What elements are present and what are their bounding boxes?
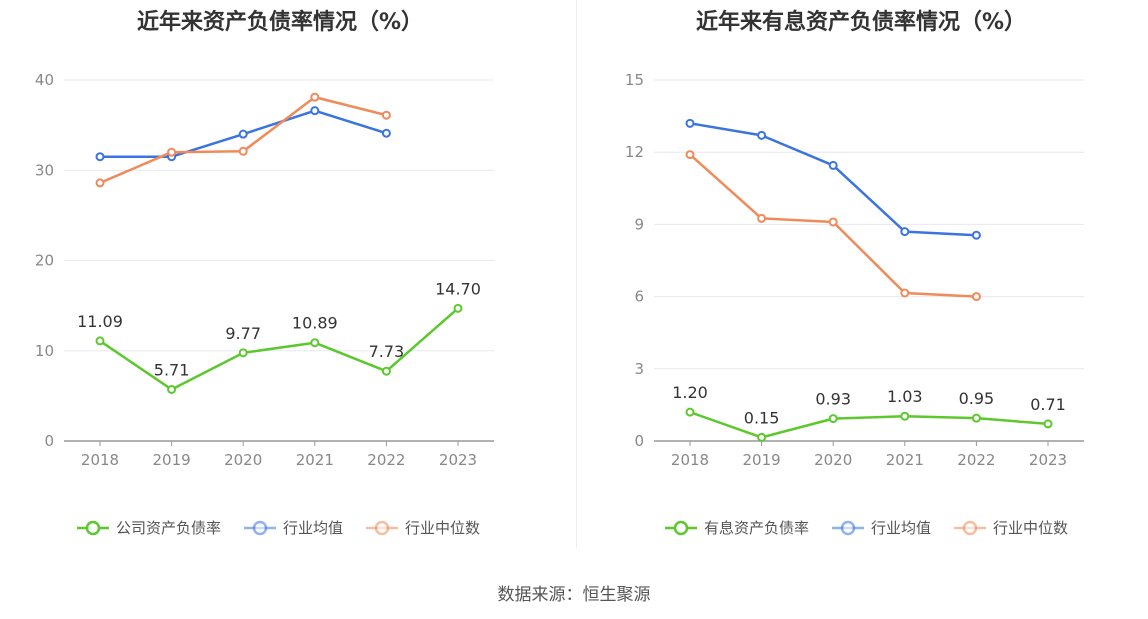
left-x-tick-label: 2020 xyxy=(224,451,262,469)
left-data-label: 5.71 xyxy=(154,360,190,379)
left-data-point xyxy=(95,336,105,346)
right-data-label: 0.71 xyxy=(1030,395,1066,414)
right-data-point xyxy=(828,160,838,170)
left-series-line-0 xyxy=(99,307,459,391)
left-data-point xyxy=(95,178,105,188)
left-data-point xyxy=(381,110,391,120)
right-legend-item-0[interactable]: 有息资产负债率 xyxy=(664,517,809,538)
left-data-point xyxy=(95,152,105,162)
right-data-point xyxy=(900,288,910,298)
left-data-label: 10.89 xyxy=(292,314,338,333)
right-data-point xyxy=(900,411,910,421)
right-x-tick-label: 2021 xyxy=(886,451,924,469)
right-series-line-0 xyxy=(689,410,1049,439)
left-x-tick-label: 2021 xyxy=(296,451,334,469)
right-y-tick-label: 6 xyxy=(634,288,644,306)
left-legend-item-0[interactable]: 公司资产负债率 xyxy=(76,517,221,538)
left-data-point xyxy=(453,303,463,313)
left-y-tick-label: 10 xyxy=(35,342,54,360)
left-x-tick-label: 2022 xyxy=(367,451,405,469)
left-legend-item-1[interactable]: 行业均值 xyxy=(243,517,343,538)
interest-debt-ratio-chart: 0 3 6 9 12 15 2018 2019 2020 2021 2022 2023 1.20 0.15… xyxy=(625,71,1084,469)
right-data-point xyxy=(828,414,838,424)
legend-line-circle-icon xyxy=(366,520,399,535)
left-x-tick-label: 2019 xyxy=(153,451,191,469)
chart-title-right: 近年来有息资产负债率情况（%） xyxy=(695,10,1027,35)
right-data-point xyxy=(828,217,838,227)
left-data-point xyxy=(310,92,320,102)
right-y-tick-label: 9 xyxy=(634,215,644,233)
left-legend-label: 行业均值 xyxy=(283,519,344,537)
chart-title-left: 近年来资产负债率情况（%） xyxy=(136,10,424,35)
right-x-tick-label: 2022 xyxy=(957,451,995,469)
left-data-point xyxy=(310,338,320,348)
left-data-point xyxy=(167,384,177,394)
right-y-tick-label: 3 xyxy=(634,360,644,378)
legend-right: 有息资产负债率 行业均值 行业中位数 xyxy=(664,517,1090,538)
left-data-label: 9.77 xyxy=(225,324,261,343)
right-y-tick-label: 15 xyxy=(625,71,644,89)
right-legend-item-2[interactable]: 行业中位数 xyxy=(953,517,1068,538)
legend-line-circle-icon xyxy=(954,520,987,535)
right-legend-label: 有息资产负债率 xyxy=(704,519,810,537)
left-y-tick-label: 40 xyxy=(35,71,54,89)
right-y-tick-label: 0 xyxy=(634,432,644,450)
right-x-tick-label: 2020 xyxy=(814,451,852,469)
right-data-label: 0.15 xyxy=(744,408,780,427)
left-data-point xyxy=(381,128,391,138)
right-data-point xyxy=(685,150,695,160)
legend-line-circle-icon xyxy=(77,520,109,535)
left-data-label: 7.73 xyxy=(369,342,405,361)
left-data-point xyxy=(238,348,248,358)
right-data-label: 1.20 xyxy=(672,383,708,402)
left-data-point xyxy=(167,147,177,157)
right-data-point xyxy=(757,213,767,223)
left-data-point xyxy=(310,106,320,116)
data-source: 数据来源：恒生聚源 xyxy=(497,585,651,605)
left-legend-label: 行业中位数 xyxy=(405,519,481,537)
legend-line-circle-icon xyxy=(244,520,277,535)
right-data-point xyxy=(1043,419,1053,429)
right-data-point xyxy=(685,407,695,417)
right-data-point xyxy=(900,227,910,237)
right-y-tick-label: 12 xyxy=(625,143,644,161)
left-data-point xyxy=(381,366,391,376)
left-data-label: 14.70 xyxy=(435,279,481,298)
right-data-label: 0.95 xyxy=(959,389,995,408)
right-legend-label: 行业中位数 xyxy=(993,519,1069,537)
right-data-point xyxy=(971,292,981,302)
right-data-label: 0.93 xyxy=(815,390,851,409)
left-x-tick-label: 2023 xyxy=(439,451,477,469)
right-data-point xyxy=(757,130,767,140)
right-data-point xyxy=(757,432,767,442)
left-y-tick-label: 20 xyxy=(35,252,54,270)
right-x-tick-label: 2018 xyxy=(671,451,709,469)
right-x-tick-label: 2023 xyxy=(1029,451,1067,469)
right-x-tick-label: 2019 xyxy=(743,451,781,469)
panel-divider xyxy=(576,0,577,548)
left-y-tick-label: 30 xyxy=(35,161,54,179)
left-y-tick-label: 0 xyxy=(44,432,54,450)
debt-ratio-chart: 0 10 20 30 40 2018 2019 2020 2021 2022 2023 11.09 5.… xyxy=(35,71,494,469)
right-data-point xyxy=(971,230,981,240)
right-legend-item-1[interactable]: 行业均值 xyxy=(831,517,931,538)
left-data-label: 11.09 xyxy=(77,312,123,331)
left-data-point xyxy=(238,146,248,156)
right-data-point xyxy=(685,118,695,128)
right-data-point xyxy=(971,413,981,423)
left-legend-label: 公司资产负债率 xyxy=(116,519,222,537)
right-data-label: 1.03 xyxy=(887,387,923,406)
legend-line-circle-icon xyxy=(832,520,865,535)
legend-left: 公司资产负债率 行业均值 行业中位数 xyxy=(76,517,502,538)
left-data-point xyxy=(238,129,248,139)
left-x-tick-label: 2018 xyxy=(81,451,119,469)
right-legend-label: 行业均值 xyxy=(871,519,932,537)
legend-line-circle-icon xyxy=(665,520,697,535)
left-legend-item-2[interactable]: 行业中位数 xyxy=(365,517,480,538)
